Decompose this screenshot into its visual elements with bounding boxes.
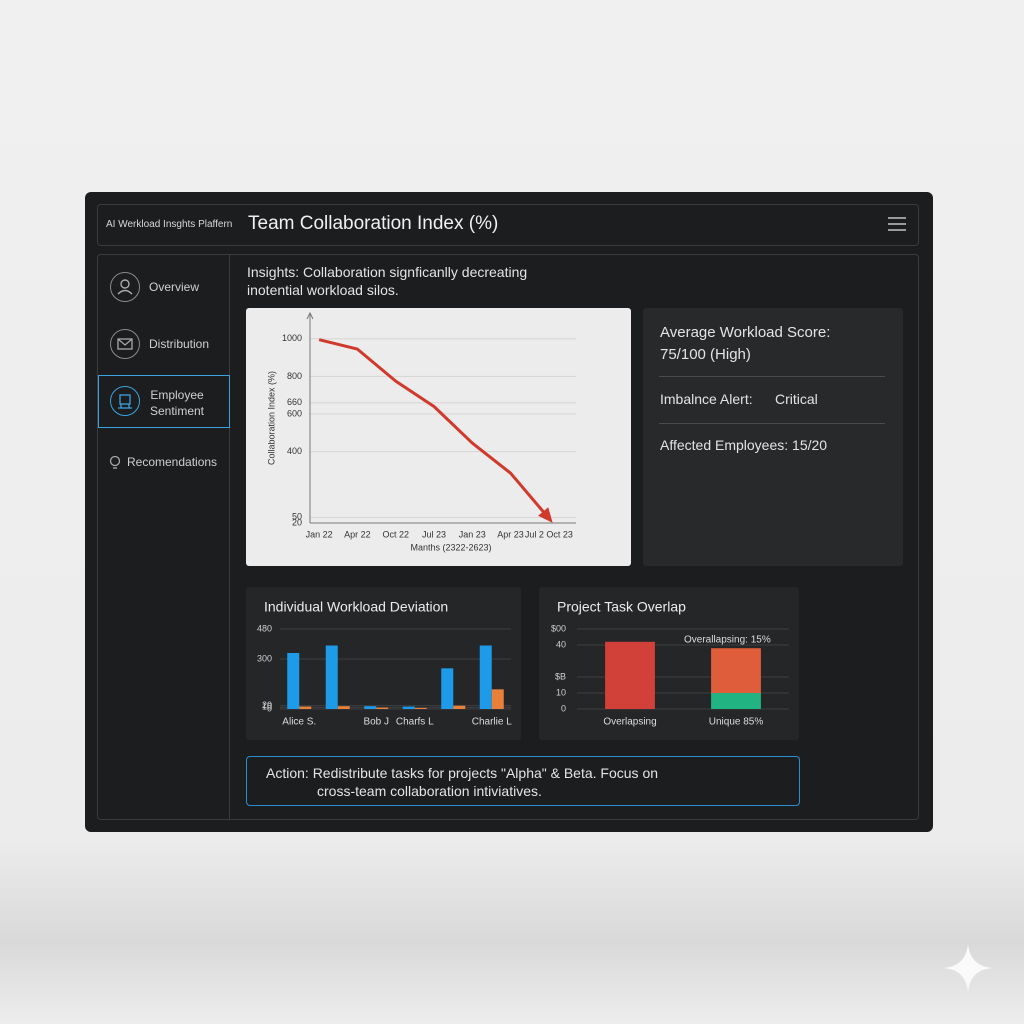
metric-label: Average Workload Score: bbox=[660, 324, 831, 341]
bar bbox=[364, 706, 377, 709]
bar-segment bbox=[605, 641, 655, 709]
bar-chart: Project Task Overlap $00 40 $B 10 0 Overallaps… bbox=[539, 587, 799, 740]
bar bbox=[325, 645, 338, 709]
chart-title: Project Task Overlap bbox=[557, 599, 686, 615]
x-tick-label: Oct 22 bbox=[382, 529, 409, 539]
y-tick-label: 10 bbox=[556, 687, 566, 697]
x-tick-label: Charfs L bbox=[396, 717, 434, 728]
metric-value: Critical bbox=[775, 391, 818, 407]
bar bbox=[402, 706, 415, 709]
bar bbox=[287, 653, 300, 709]
bar-segment bbox=[711, 648, 761, 693]
y-tick-label: 0 bbox=[561, 703, 566, 713]
bar bbox=[453, 705, 466, 709]
y-tick-label: 300 bbox=[257, 653, 272, 663]
y-tick-label: 1000 bbox=[282, 333, 302, 343]
action-line: cross-team collaboration intiviatives. bbox=[317, 783, 542, 799]
metrics-card: Average Workload Score: 75/100 (High) Im… bbox=[643, 308, 903, 566]
y-tick-label: $B bbox=[555, 671, 566, 681]
action-box: Action: Redistribute tasks for projects … bbox=[246, 756, 800, 806]
bar bbox=[441, 668, 454, 709]
bar bbox=[479, 645, 492, 709]
axis-arrow bbox=[306, 311, 314, 320]
bar bbox=[414, 707, 427, 709]
nav-item[interactable]: Recomendations bbox=[98, 453, 229, 473]
bar bbox=[376, 707, 389, 709]
x-tick-label: Apr 22 bbox=[344, 529, 371, 539]
y-tick-label: 660 bbox=[287, 397, 302, 407]
y-tick-label: $00 bbox=[551, 623, 566, 633]
chart-title: Individual Workload Deviation bbox=[264, 599, 448, 615]
x-tick-label: Jul 2 Oct 23 bbox=[525, 529, 573, 539]
nav-item[interactable]: Employee Sentiment bbox=[98, 375, 230, 428]
x-tick-label: Jul 23 bbox=[422, 529, 446, 539]
nav-label: Recomendations bbox=[127, 455, 218, 469]
bar-segment bbox=[711, 693, 761, 709]
icon bbox=[110, 386, 140, 416]
x-tick-label: Overlapsing bbox=[603, 717, 656, 728]
x-axis-label: Manths (2322-2623) bbox=[410, 542, 491, 552]
x-tick-label: Charlie L bbox=[472, 717, 512, 728]
y-tick-label: 480 bbox=[257, 623, 272, 633]
brand: AI Werkload Insghts Plaffern bbox=[106, 219, 233, 230]
main-area: Overview Distribution Employee Sentiment… bbox=[97, 254, 919, 820]
nav-item[interactable]: Distribution bbox=[98, 328, 229, 360]
metric-value: 75/100 (High) bbox=[660, 346, 751, 363]
x-tick-label: Jan 23 bbox=[459, 529, 486, 539]
bar bbox=[491, 689, 504, 709]
nav-label: Overview bbox=[149, 280, 200, 294]
y-tick-label: 600 bbox=[287, 408, 302, 418]
y-tick-label: 10 bbox=[262, 702, 272, 712]
nav-label: Employee Sentiment bbox=[149, 388, 205, 418]
insight-line: inotential workload silos. bbox=[247, 282, 399, 298]
metric-label: Affected Employees: 15/20 bbox=[660, 437, 828, 453]
sidebar: Overview Distribution Employee Sentiment… bbox=[98, 255, 230, 819]
bar-chart: Individual Workload Deviation 480 300 20100… bbox=[246, 587, 521, 740]
annotation: Overallapsing: 15% bbox=[684, 635, 771, 646]
x-tick-label: Jan 22 bbox=[306, 529, 333, 539]
y-tick-label: 0 bbox=[267, 703, 272, 713]
metric-label: Imbalnce Alert: bbox=[660, 391, 753, 407]
x-tick-label: Alice S. bbox=[282, 717, 316, 728]
arrow-head bbox=[538, 507, 553, 523]
y-tick-label: 20 bbox=[292, 517, 302, 527]
y-tick-label: 20 bbox=[262, 700, 272, 710]
menu-button[interactable] bbox=[888, 217, 906, 235]
x-tick-label: Unique 85% bbox=[709, 717, 764, 728]
y-tick-label: 800 bbox=[287, 371, 302, 381]
x-tick-label: Bob J bbox=[363, 717, 389, 728]
sparkle bbox=[944, 944, 992, 992]
bar bbox=[299, 706, 312, 709]
y-axis-label: Collaboration Index (%) bbox=[266, 371, 276, 465]
line-series bbox=[318, 338, 551, 520]
y-tick-label: 40 bbox=[556, 639, 566, 649]
nav-item[interactable]: Overview bbox=[98, 271, 229, 303]
action-line: Action: Redistribute tasks for projects … bbox=[266, 765, 659, 781]
bar bbox=[337, 706, 350, 709]
insight-line: Insights: Collaboration signficanlly dec… bbox=[247, 264, 528, 280]
nav-label: Distribution bbox=[149, 337, 210, 351]
y-tick-label: 400 bbox=[287, 446, 302, 456]
header: AI Werkload Insghts Plaffern Team Collab… bbox=[97, 204, 919, 246]
page-title: Team Collaboration Index (%) bbox=[248, 213, 499, 234]
icon bbox=[110, 272, 140, 302]
y-tick-label: 50 bbox=[292, 512, 302, 522]
x-tick-label: Apr 23 bbox=[497, 529, 524, 539]
icon bbox=[110, 329, 140, 359]
